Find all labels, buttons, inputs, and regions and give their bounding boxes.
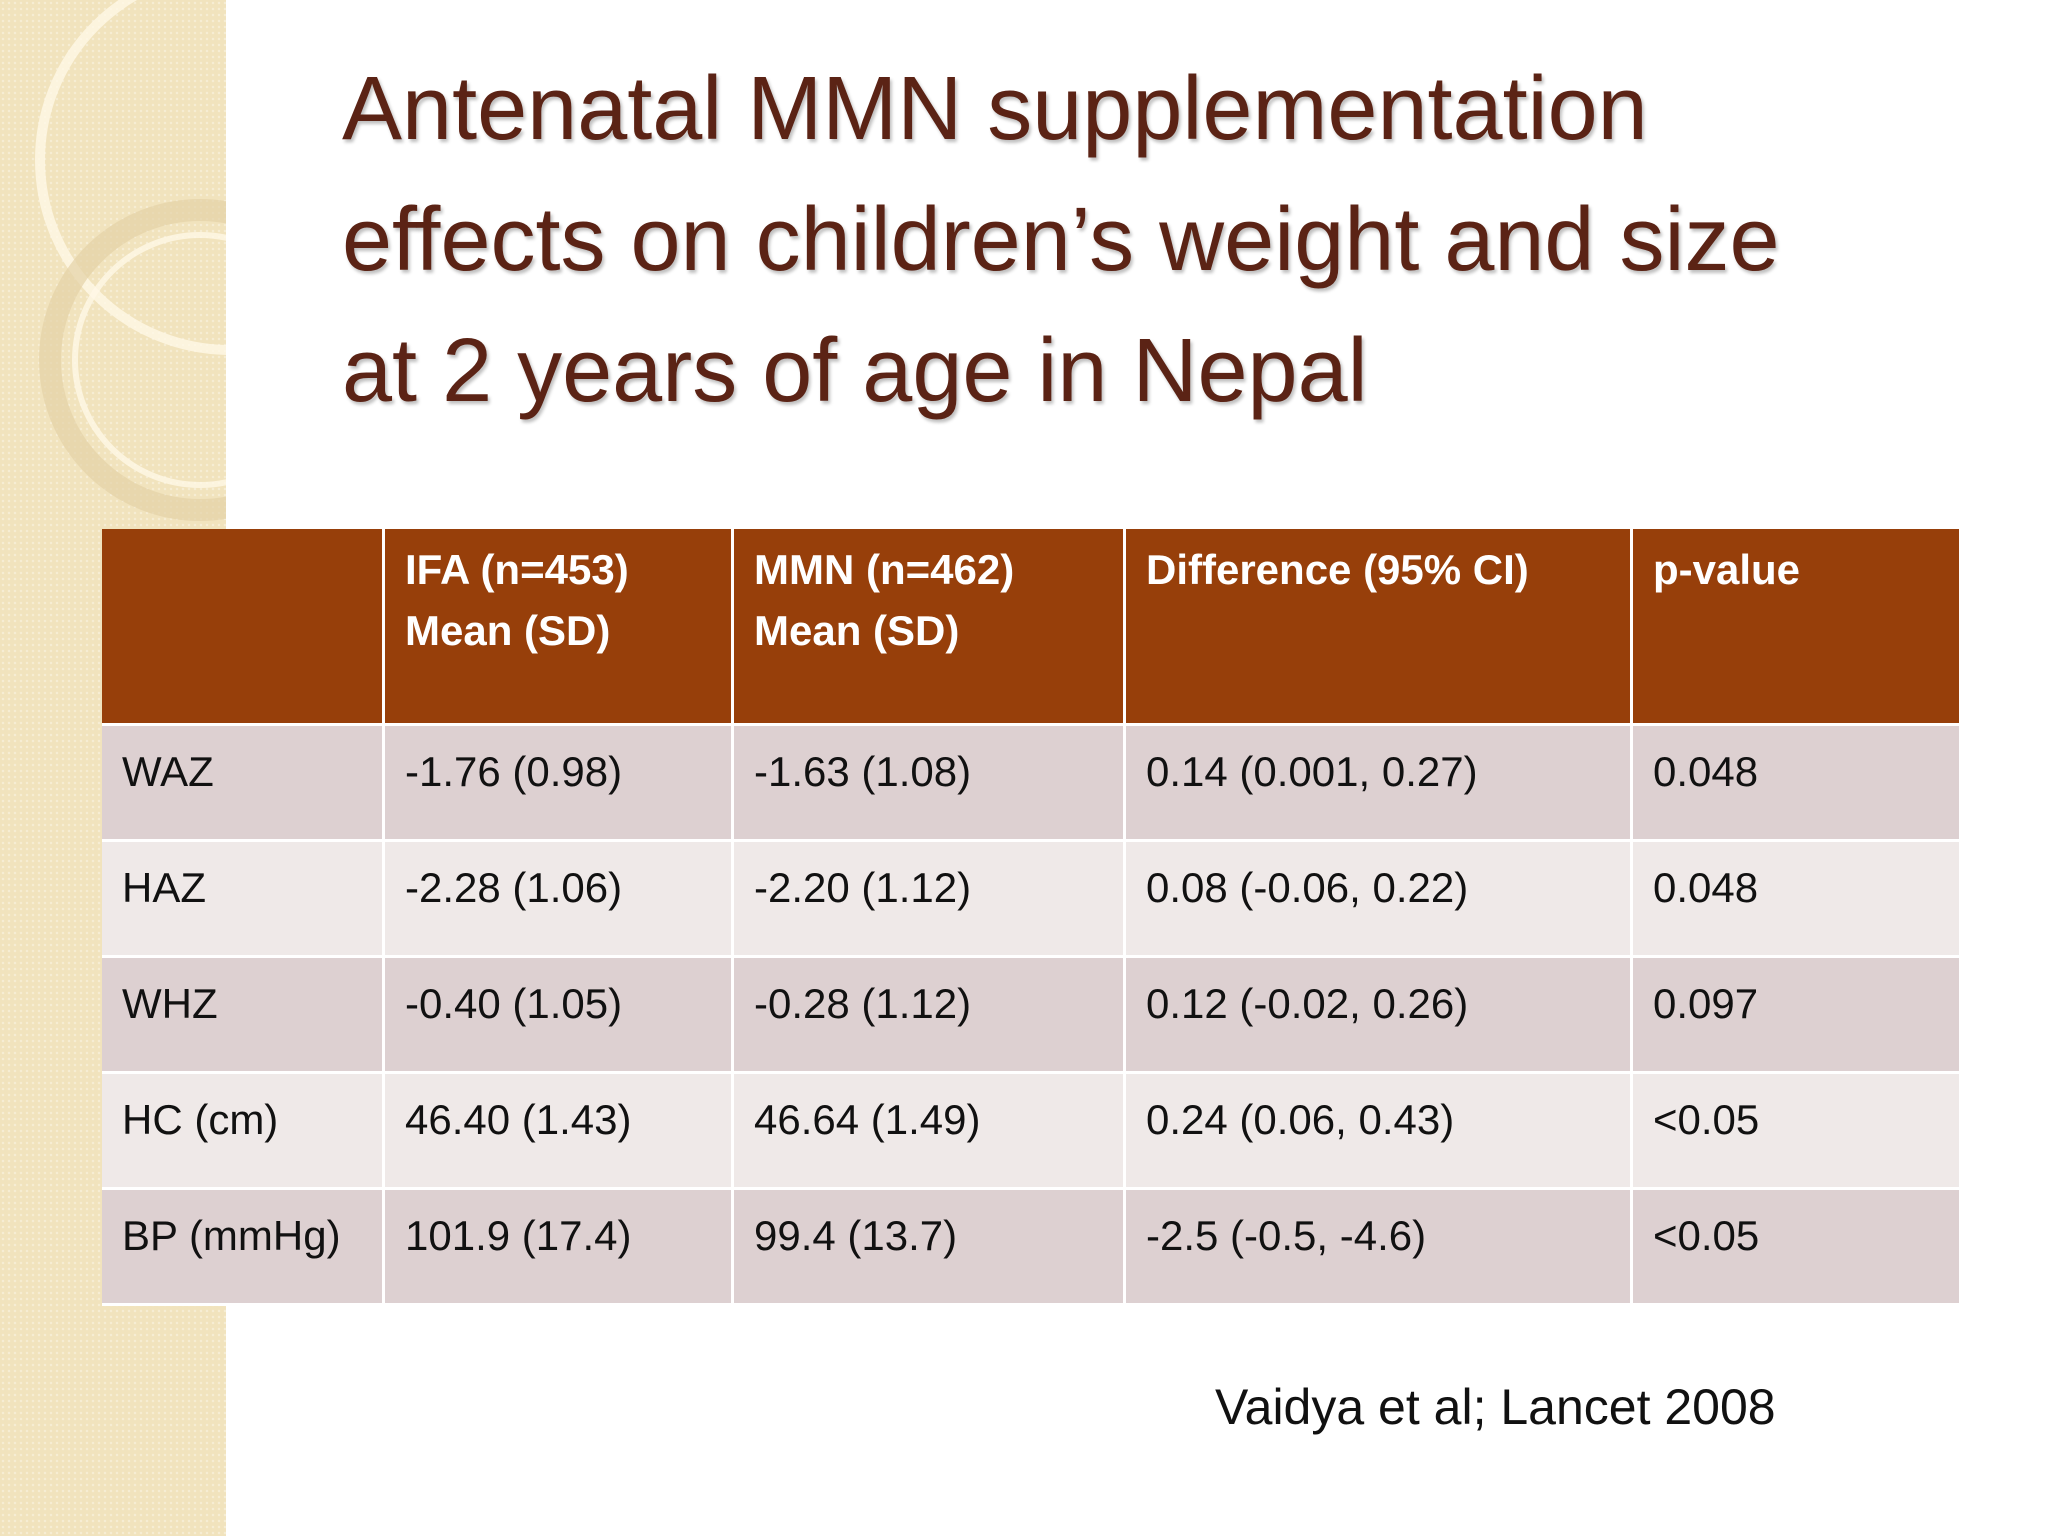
table-cell: -1.76 (0.98)	[385, 726, 734, 842]
table-cell: 101.9 (17.4)	[385, 1190, 734, 1306]
table-cell: 0.048	[1633, 726, 1962, 842]
table-cell: 0.14 (0.001, 0.27)	[1126, 726, 1633, 842]
table-cell: 46.64 (1.49)	[734, 1074, 1126, 1190]
table-cell: <0.05	[1633, 1190, 1962, 1306]
table-cell: -0.40 (1.05)	[385, 958, 734, 1074]
header-cell: MMN (n=462) Mean (SD)	[734, 529, 1126, 726]
table-cell: -1.63 (1.08)	[734, 726, 1126, 842]
table-cell: 99.4 (13.7)	[734, 1190, 1126, 1306]
citation: Vaidya et al; Lancet 2008	[1215, 1379, 1776, 1435]
header-text: Mean (SD)	[405, 607, 611, 654]
header-cell: IFA (n=453) Mean (SD)	[385, 529, 734, 726]
header-cell: Difference (95% CI)	[1126, 529, 1633, 726]
table-cell: -2.28 (1.06)	[385, 842, 734, 958]
table-cell: 46.40 (1.43)	[385, 1074, 734, 1190]
table-cell: -0.28 (1.12)	[734, 958, 1126, 1074]
decoration	[35, 0, 226, 521]
table-cell: 0.12 (-0.02, 0.26)	[1126, 958, 1633, 1074]
header-text: Mean (SD)	[754, 607, 960, 654]
table-cell: HC (cm)	[102, 1074, 385, 1190]
header-cell	[102, 529, 385, 726]
table-cell: -2.5 (-0.5, -4.6)	[1126, 1190, 1633, 1306]
table-cell: <0.05	[1633, 1074, 1962, 1190]
header-text: Difference (95% CI)	[1146, 546, 1529, 593]
header-text: p-value	[1653, 546, 1801, 593]
title-line: effects on children’s weight and size	[342, 190, 1780, 290]
title-line: at 2 years of age in Nepal	[342, 321, 1368, 421]
table-cell: 0.048	[1633, 842, 1962, 958]
table-cell: 0.24 (0.06, 0.43)	[1126, 1074, 1633, 1190]
table-cell: WAZ	[102, 726, 385, 842]
table-cell: BP (mmHg)	[102, 1190, 385, 1306]
table-cell: WHZ	[102, 958, 385, 1074]
table-cell: 0.097	[1633, 958, 1962, 1074]
table-cell: HAZ	[102, 842, 385, 958]
table-cell: 0.08 (-0.06, 0.22)	[1126, 842, 1633, 958]
header-text: IFA (n=453)	[405, 546, 629, 593]
title-line: Antenatal MMN supplementation	[342, 59, 1648, 159]
header-cell: p-value	[1633, 529, 1962, 726]
table-cell: -2.20 (1.12)	[734, 842, 1126, 958]
header-text: MMN (n=462)	[754, 546, 1015, 593]
